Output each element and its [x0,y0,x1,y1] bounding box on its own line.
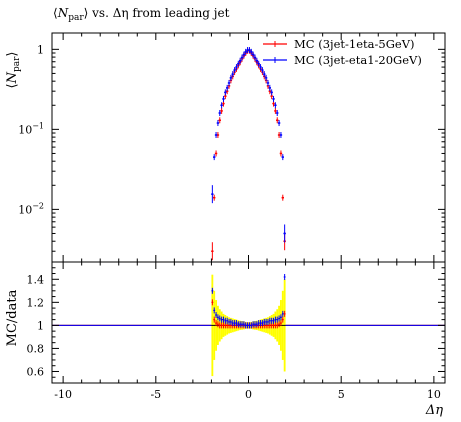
ratio-y-tick-label: 1.4 [27,273,45,286]
ratio-y-tick-label: 0.8 [27,342,45,355]
main-plot-frame [51,32,446,263]
y-axis-label: ⟨Npar⟩ [5,52,22,89]
chart-title: ⟨Npar⟩ vs. Δη from leading jet [53,6,230,23]
y-tick-label: 10−2 [18,201,44,216]
x-tick-label: 0 [245,388,252,401]
ratio-y-tick-label: 1.2 [27,296,45,309]
x-tick-label: 10 [427,388,441,401]
y-tick-label: 10−1 [18,121,44,136]
x-tick-label: -5 [150,388,161,401]
y-tick-label: 1 [37,43,44,56]
ratio-y-axis-label: MC/data [5,289,20,346]
legend-entry: MC (3jet-1eta-5GeV) [294,37,415,51]
x-axis-label: Δη [425,403,443,418]
legend-entry: MC (3jet-eta1-20GeV) [294,53,422,67]
x-tick-label: 5 [338,388,345,401]
ratio-y-tick-label: 1 [37,319,44,332]
x-tick-label: -10 [54,388,72,401]
ratio-y-tick-label: 0.6 [27,365,45,378]
